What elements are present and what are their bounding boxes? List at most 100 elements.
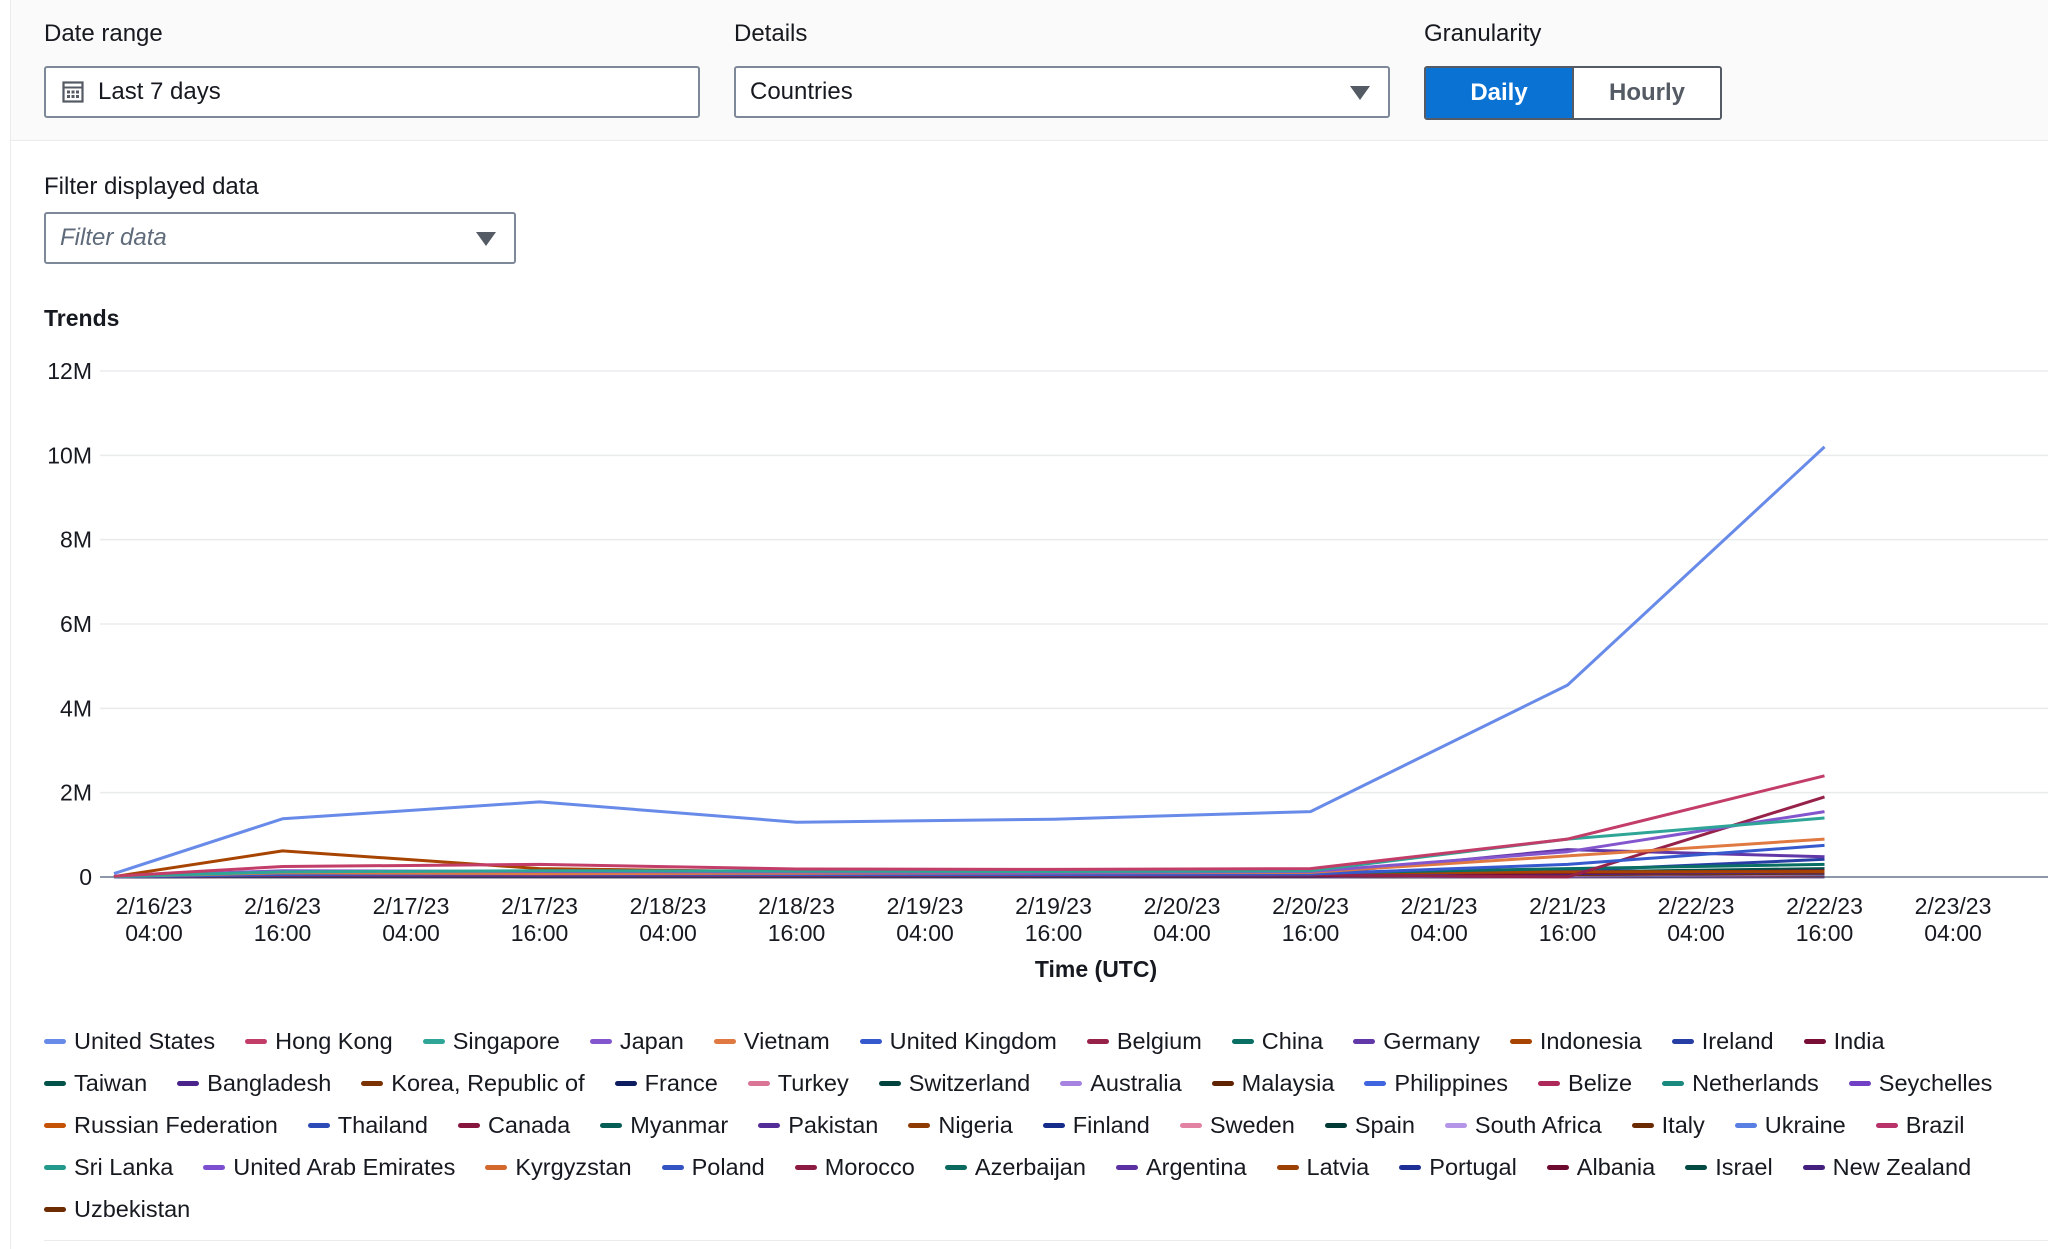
date-range-value: Last 7 days xyxy=(98,78,221,105)
x-tick-label: 16:00 xyxy=(511,920,569,946)
legend-item[interactable]: Pakistan xyxy=(758,1107,878,1144)
legend-item[interactable]: Albania xyxy=(1546,1149,1656,1186)
legend-swatch xyxy=(1546,1165,1569,1170)
legend-item[interactable]: Latvia xyxy=(1276,1149,1369,1186)
legend-swatch xyxy=(1179,1123,1202,1128)
legend-item[interactable]: Japan xyxy=(589,1023,684,1060)
legend-item[interactable]: Israel xyxy=(1685,1149,1773,1186)
legend-item[interactable]: Kyrgyzstan xyxy=(485,1149,632,1186)
legend-swatch xyxy=(485,1165,508,1170)
calendar-icon xyxy=(62,81,84,103)
legend-item[interactable]: Turkey xyxy=(747,1065,849,1102)
legend-item[interactable]: Hong Kong xyxy=(245,1023,393,1060)
legend-label: India xyxy=(1833,1028,1885,1054)
legend-item[interactable]: South Africa xyxy=(1444,1107,1602,1144)
legend-item[interactable]: Vietnam xyxy=(713,1023,830,1060)
legend-item[interactable]: France xyxy=(614,1065,718,1102)
legend-item[interactable]: Sri Lanka xyxy=(44,1149,173,1186)
legend-item[interactable]: Uzbekistan xyxy=(44,1191,190,1228)
legend-item[interactable]: Spain xyxy=(1324,1107,1415,1144)
legend-swatch xyxy=(1671,1039,1694,1044)
legend-item[interactable]: Finland xyxy=(1042,1107,1150,1144)
legend-label: Spain xyxy=(1354,1112,1415,1138)
legend-swatch xyxy=(177,1081,200,1086)
legend-item[interactable]: Bangladesh xyxy=(177,1065,331,1102)
legend-item[interactable]: Brazil xyxy=(1875,1107,1965,1144)
legend-label: Ireland xyxy=(1701,1028,1774,1054)
legend-item[interactable]: Korea, Republic of xyxy=(361,1065,585,1102)
x-tick-label: 2/17/23 xyxy=(373,893,450,919)
legend-swatch xyxy=(44,1165,66,1170)
legend-item[interactable]: Russian Federation xyxy=(44,1107,278,1144)
legend-label: Albania xyxy=(1576,1154,1656,1180)
legend-swatch xyxy=(1875,1123,1898,1128)
legend-label: Hong Kong xyxy=(275,1028,393,1054)
legend-item[interactable]: Taiwan xyxy=(44,1065,147,1102)
legend-item[interactable]: Belgium xyxy=(1086,1023,1202,1060)
legend-item[interactable]: Singapore xyxy=(422,1023,560,1060)
legend-item[interactable]: India xyxy=(1803,1023,1885,1060)
legend-item[interactable]: Myanmar xyxy=(600,1107,728,1144)
x-tick-label: 16:00 xyxy=(768,920,826,946)
legend-item[interactable]: Argentina xyxy=(1115,1149,1247,1186)
y-tick-label: 8M xyxy=(60,527,92,553)
legend-swatch xyxy=(589,1039,612,1044)
legend-item[interactable]: Morocco xyxy=(794,1149,915,1186)
legend-item[interactable]: Portugal xyxy=(1399,1149,1517,1186)
legend-item[interactable]: United Kingdom xyxy=(859,1023,1057,1060)
x-tick-label: 2/16/23 xyxy=(244,893,321,919)
legend-item[interactable]: Ireland xyxy=(1671,1023,1774,1060)
legend-label: United Kingdom xyxy=(889,1028,1057,1054)
legend-label: Netherlands xyxy=(1692,1070,1819,1096)
legend-item[interactable]: New Zealand xyxy=(1802,1149,1971,1186)
legend-item[interactable]: Australia xyxy=(1060,1065,1182,1102)
x-tick-label: 2/22/23 xyxy=(1786,893,1863,919)
x-tick-label: 04:00 xyxy=(125,920,183,946)
y-tick-label: 4M xyxy=(60,695,92,721)
filter-data-select[interactable]: Filter data xyxy=(44,212,516,264)
legend-label: Turkey xyxy=(777,1070,849,1096)
x-tick-label: 04:00 xyxy=(1667,920,1725,946)
legend-swatch xyxy=(758,1123,781,1128)
legend-item[interactable]: Canada xyxy=(457,1107,570,1144)
x-tick-label: 2/21/23 xyxy=(1529,893,1606,919)
x-tick-label: 04:00 xyxy=(1410,920,1468,946)
legend-item[interactable]: Germany xyxy=(1353,1023,1480,1060)
legend-item[interactable]: United Arab Emirates xyxy=(203,1149,455,1186)
legend-item[interactable]: Malaysia xyxy=(1211,1065,1334,1102)
date-range-label: Date range xyxy=(44,20,163,47)
legend-swatch xyxy=(794,1165,817,1170)
details-select[interactable]: Countries xyxy=(734,66,1390,118)
legend-label: Russian Federation xyxy=(74,1112,278,1138)
date-range-picker[interactable]: Last 7 days xyxy=(44,66,700,118)
legend-item[interactable]: Switzerland xyxy=(878,1065,1030,1102)
legend-label: United Arab Emirates xyxy=(233,1154,456,1180)
granularity-daily-button[interactable]: Daily xyxy=(1426,68,1572,118)
legend-swatch xyxy=(1803,1039,1826,1044)
legend-item[interactable]: Nigeria xyxy=(908,1107,1013,1144)
legend-item[interactable]: Seychelles xyxy=(1848,1065,1993,1102)
legend-swatch xyxy=(203,1165,226,1170)
legend-item[interactable]: Italy xyxy=(1631,1107,1705,1144)
legend-swatch xyxy=(422,1039,445,1044)
legend-label: Sweden xyxy=(1209,1112,1295,1138)
legend-item[interactable]: Ukraine xyxy=(1734,1107,1846,1144)
legend-item[interactable]: China xyxy=(1231,1023,1323,1060)
legend-item[interactable]: Belize xyxy=(1538,1065,1632,1102)
x-tick-label: 04:00 xyxy=(896,920,954,946)
legend-item[interactable]: Indonesia xyxy=(1509,1023,1642,1060)
legend-item[interactable]: Philippines xyxy=(1364,1065,1508,1102)
x-tick-label: 2/20/23 xyxy=(1144,893,1221,919)
legend-swatch xyxy=(1538,1081,1561,1086)
legend-item[interactable]: United States xyxy=(44,1023,215,1060)
legend-label: Seychelles xyxy=(1878,1070,1993,1096)
legend-swatch xyxy=(1276,1165,1299,1170)
legend-item[interactable]: Azerbaijan xyxy=(944,1149,1086,1186)
granularity-hourly-button[interactable]: Hourly xyxy=(1572,68,1720,118)
legend-item[interactable]: Netherlands xyxy=(1662,1065,1819,1102)
legend-item[interactable]: Poland xyxy=(661,1149,765,1186)
legend-item[interactable]: Thailand xyxy=(307,1107,428,1144)
legend-item[interactable]: Sweden xyxy=(1179,1107,1295,1144)
legend-swatch xyxy=(44,1081,66,1086)
trends-title: Trends xyxy=(44,305,120,331)
